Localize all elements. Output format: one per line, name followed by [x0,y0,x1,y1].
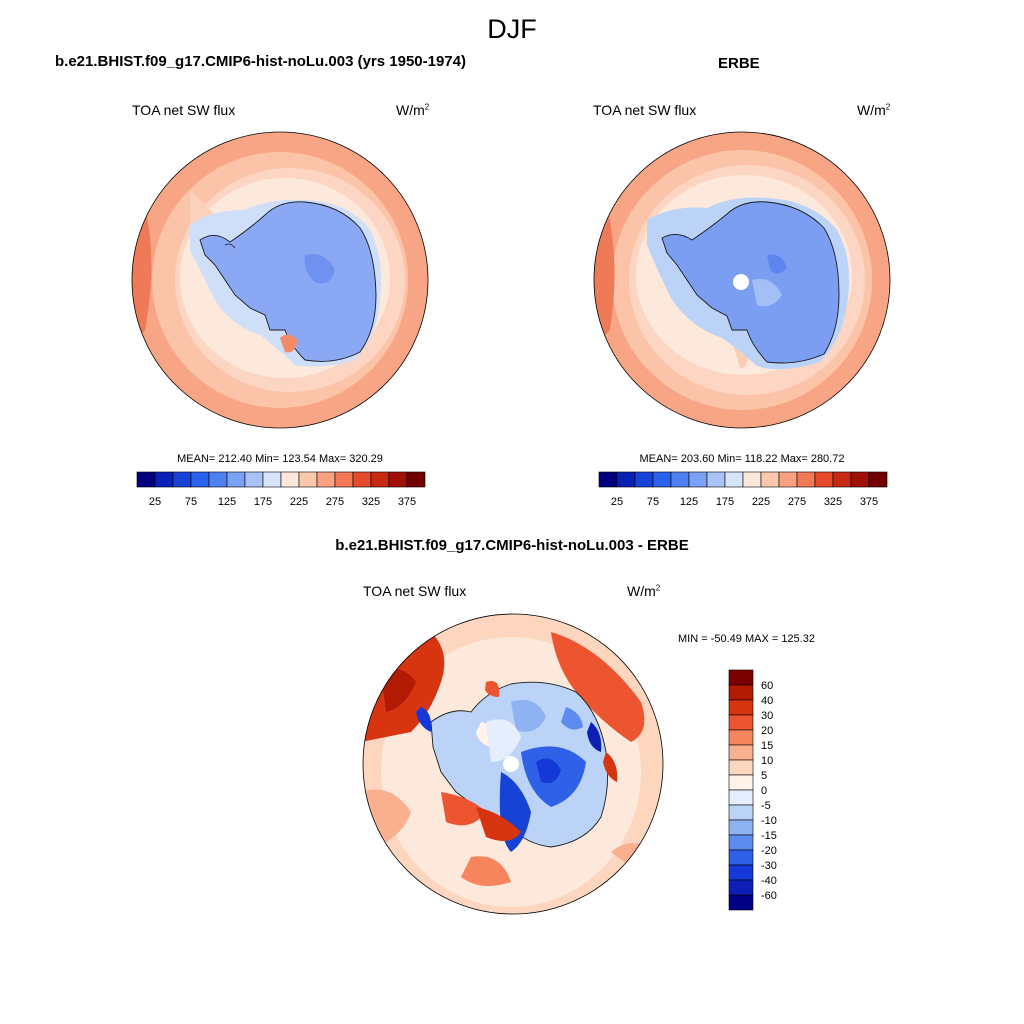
panel3-colorbar-tick-label: -20 [761,845,777,857]
panel2-colorbar-swatch [616,471,636,488]
panel3-colorbar-swatch [728,804,754,821]
panel2-colorbar-swatch [688,471,708,488]
panel2-units: W/m2 [857,102,891,118]
panel1-colorbar-tick-label: 225 [290,496,308,508]
panel2-colorbar-tick-label: 75 [647,496,659,508]
panel2-title: ERBE [718,55,760,72]
panel3-colorbar-swatch [728,894,754,911]
panel3-colorbar-tick-label: 60 [761,680,773,692]
panel3-colorbar-tick-label: -10 [761,815,777,827]
panel2-colorbar-tick-label: 275 [788,496,806,508]
panel3-colorbar-swatch [728,699,754,716]
panel2-variable: TOA net SW flux [593,102,697,118]
panel3-colorbar-tick-label: -40 [761,875,777,887]
panel1-colorbar-swatch [316,471,336,488]
panel1-colorbar-swatch [190,471,210,488]
panel3-colorbar-swatch [728,819,754,836]
panel1-title: b.e21.BHIST.f09_g17.CMIP6-hist-noLu.003 … [55,53,466,70]
panel3-colorbar-tick-label: 20 [761,725,773,737]
panel3-colorbar-swatch [728,879,754,896]
panel3-colorbar-swatch [728,789,754,806]
panel2-colorbar-swatch [778,471,798,488]
panel1-colorbar-tick-label: 25 [149,496,161,508]
panel1-variable: TOA net SW flux [132,102,236,118]
panel3-colorbar-tick-label: -5 [761,800,771,812]
panel1-colorbar-swatch [244,471,264,488]
panel3-colorbar-swatch [728,864,754,881]
panel2-colorbar-tick-label: 125 [680,496,698,508]
panel1-colorbar-tick-label: 375 [398,496,416,508]
panel3-colorbar-swatch [728,759,754,776]
panel1-colorbar-swatch [406,471,426,488]
panel1-colorbar-swatch [280,471,300,488]
panel2-colorbar-swatch [742,471,762,488]
panel1-colorbar-tick-label: 125 [218,496,236,508]
panel3-title: b.e21.BHIST.f09_g17.CMIP6-hist-noLu.003 … [335,537,689,554]
panel1-colorbar-tick-label: 275 [326,496,344,508]
panel3-variable: TOA net SW flux [363,583,467,599]
panel2-colorbar: 25 75 125 175 225 275 325 375 [598,471,888,508]
panel3-colorbar-tick-label: 40 [761,695,773,707]
panel2-colorbar-tick-label: 175 [716,496,734,508]
panel2-colorbar-swatch [724,471,744,488]
panel3-map [362,613,664,915]
panel2-colorbar-swatch [832,471,852,488]
panel3-colorbar-swatch [728,774,754,791]
panel2-colorbar-swatch [670,471,690,488]
panel2-colorbar-swatch [598,471,618,488]
panel1-map [131,131,429,429]
panel2-colorbar-swatch [634,471,654,488]
panel2-colorbar-swatch [868,471,888,488]
panel1-colorbar-swatch [172,471,192,488]
panel2-colorbar-tick-label: 225 [752,496,770,508]
panel2-colorbar-swatch [760,471,780,488]
panel1-colorbar-swatch [298,471,318,488]
panel2-colorbar-tick-label: 25 [611,496,623,508]
panel1-colorbar-tick-label: 175 [254,496,272,508]
panel3-colorbar-tick-label: -60 [761,890,777,902]
panel2-colorbar-tick-label: 325 [824,496,842,508]
panel1-colorbar-tick-label: 325 [362,496,380,508]
panel1-colorbar: 25 75 125 175 225 275 325 375 [136,471,426,508]
panel3-colorbar-swatch [728,669,754,686]
panel1-colorbar-swatch [388,471,408,488]
panel1-colorbar-tick-label: 75 [185,496,197,508]
panel1-colorbar-swatch [208,471,228,488]
panel1-colorbar-swatch [370,471,390,488]
panel3-colorbar-swatch [728,714,754,731]
main-title: DJF [487,14,537,44]
panel1-colorbar-swatch [154,471,174,488]
panel2-colorbar-swatch [796,471,816,488]
panel3-colorbar-tick-label: 10 [761,755,773,767]
panel1-colorbar-swatch [226,471,246,488]
panel2-colorbar-tick-label: 375 [860,496,878,508]
panel2-colorbar-swatch [706,471,726,488]
panel1-colorbar-swatch [352,471,372,488]
panel3-colorbar: 60 40 30 20 15 10 5 0 -5 -10 -15 -20 -30 -40 -60 [728,669,777,911]
panel3-stats: MIN = -50.49 MAX = 125.32 [678,633,815,645]
panel1-colorbar-swatch [334,471,354,488]
panel3-colorbar-swatch [728,744,754,761]
panel2-stats: MEAN= 203.60 Min= 118.22 Max= 280.72 [639,453,845,465]
panel1-stats: MEAN= 212.40 Min= 123.54 Max= 320.29 [177,453,383,465]
panel3-colorbar-swatch [728,849,754,866]
panel3-units: W/m2 [627,583,661,599]
panel2-colorbar-swatch [814,471,834,488]
panel3-colorbar-tick-label: 15 [761,740,773,752]
panel3-colorbar-tick-label: 0 [761,785,767,797]
panel3-colorbar-swatch [728,684,754,701]
panel1-colorbar-swatch [262,471,282,488]
panel1-colorbar-swatch [136,471,156,488]
panel3-colorbar-tick-label: -15 [761,830,777,842]
panel3-colorbar-tick-label: 5 [761,770,767,782]
panel2-colorbar-swatch [652,471,672,488]
panel3-colorbar-swatch [728,834,754,851]
panel2-colorbar-swatch [850,471,870,488]
panel1-units: W/m2 [396,102,430,118]
panel2-map [593,131,891,429]
panel3-colorbar-tick-label: 30 [761,710,773,722]
panel3-colorbar-swatch [728,729,754,746]
panel3-colorbar-tick-label: -30 [761,860,777,872]
